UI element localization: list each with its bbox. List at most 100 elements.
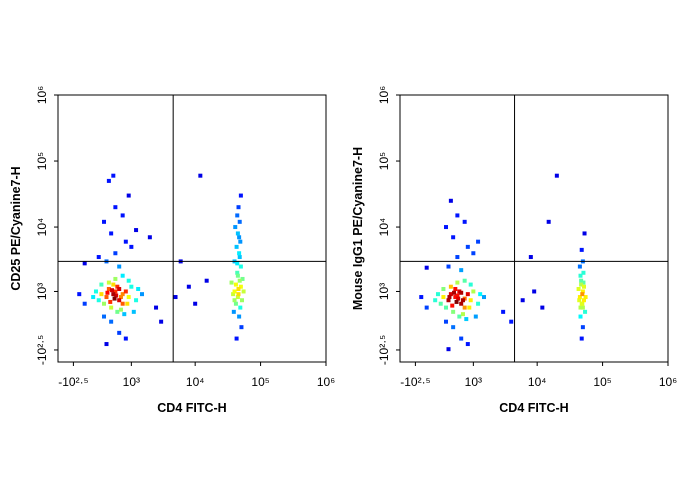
y-tick-label: 10⁵ [377,152,391,170]
x-tick-label: 10⁴ [528,375,547,389]
event-point [462,219,467,224]
event-point [102,314,107,319]
event-point [238,305,243,310]
event-point [435,292,440,297]
event-point [446,298,451,303]
event-point [232,298,237,303]
event-point [448,292,453,297]
event-point [99,292,104,297]
event-point [231,309,236,314]
event-point [109,319,114,324]
event-point [102,301,107,306]
event-point [173,295,178,300]
event-point [467,305,472,310]
x-tick-label: 10⁵ [251,375,269,389]
event-point [118,295,123,300]
event-point [91,295,96,300]
event-point [106,280,111,285]
event-point [424,305,429,310]
event-point [120,301,125,306]
event-point [134,228,139,233]
event-point [131,309,136,314]
event-point [236,286,241,291]
event-point [471,251,476,256]
event-point [581,284,586,289]
x-tick-label: 10³ [465,375,482,389]
event-point [198,173,203,178]
event-point [554,173,559,178]
y-tick-label: 10⁴ [377,218,391,237]
event-point [102,219,107,224]
event-point [444,305,449,310]
event-point [457,314,462,319]
event-point [235,295,240,300]
event-point [579,336,584,341]
y-tick-label: 10³ [35,283,49,300]
event-point [106,178,111,183]
event-point [447,295,452,300]
event-point [446,264,451,269]
event-point [186,284,191,289]
event-point [235,213,240,218]
event-point [111,173,116,178]
event-point [99,282,104,287]
event-point [424,265,429,270]
event-point [468,282,473,287]
event-point [453,295,458,300]
event-point [455,280,460,285]
event-point [231,292,236,297]
event-point [237,278,242,283]
event-point [93,289,98,294]
event-point [113,276,118,281]
event-point [456,296,461,301]
plot-frame [399,94,669,363]
y-axis-title: CD25 PE/Cyanine7-H [9,166,23,290]
event-point [117,286,122,291]
event-point [126,295,131,300]
event-point [237,219,242,224]
event-point [117,264,122,269]
y-tick-label: 10³ [377,283,391,300]
event-point [465,342,470,347]
event-point [239,298,244,303]
event-point [238,284,243,289]
event-point [528,255,533,260]
event-point [122,312,127,317]
x-tick-label: 10⁶ [659,375,677,389]
event-point [238,264,243,269]
event-point [120,213,125,218]
event-point [581,270,586,275]
event-point [577,264,582,269]
event-point [444,225,449,230]
event-point [580,325,585,330]
event-point [459,268,464,273]
event-point [450,303,455,308]
event-point [233,282,238,287]
event-point [455,255,460,260]
event-point [581,298,586,303]
event-point [578,273,583,278]
event-point [125,301,130,306]
event-point [473,314,478,319]
event-point [237,314,242,319]
event-point [459,290,464,295]
event-point [105,290,110,295]
event-point [448,284,453,289]
event-point [115,309,120,314]
x-tick-label: 10⁴ [186,375,205,389]
event-point [204,278,209,283]
event-point [123,289,128,294]
event-point [229,280,234,285]
event-point [583,309,588,314]
event-point [460,298,465,303]
event-point [471,289,476,294]
y-tick-label: 10⁶ [377,86,391,104]
x-tick-label: 10³ [123,375,140,389]
x-tick-label: 10⁶ [317,375,335,389]
event-point [451,325,456,330]
event-point [460,312,465,317]
event-point [147,235,152,240]
event-point [123,336,128,341]
y-tick-label: 10⁵ [35,152,49,170]
event-point [118,307,123,312]
